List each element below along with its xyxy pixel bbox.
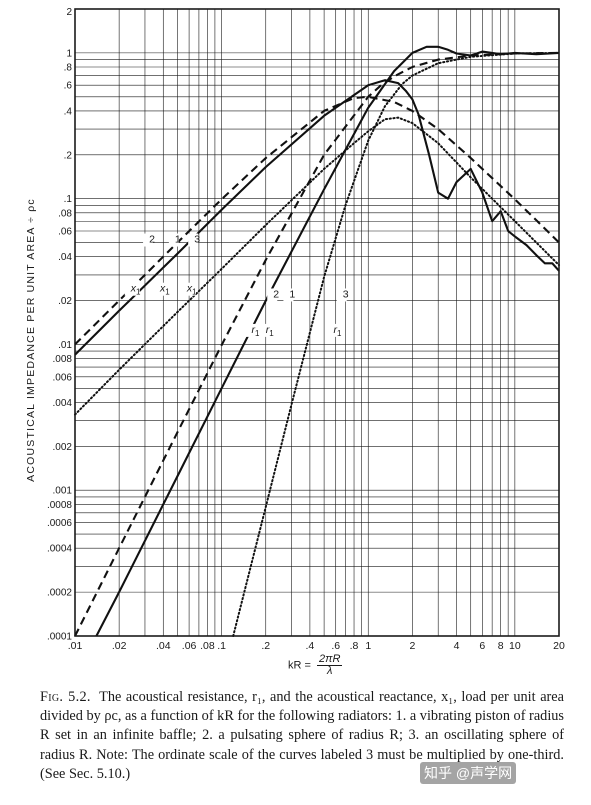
y-tick-label: .0006 — [47, 518, 72, 529]
y-tick-label: .2 — [64, 150, 73, 161]
annotation-background — [168, 233, 179, 247]
curve-annotation: 3 — [194, 234, 200, 246]
curve-annotation: x1 — [130, 283, 141, 297]
x-axis-label-denominator: λ — [327, 665, 333, 677]
y-tick-label: .04 — [58, 252, 72, 263]
y-tick-label: .0001 — [47, 632, 72, 643]
x-tick-label: .8 — [350, 640, 359, 652]
series-r1-curve-1 — [95, 45, 560, 637]
annotation-background — [143, 233, 154, 247]
y-tick-label: .08 — [58, 208, 72, 219]
y-tick-label: .008 — [53, 354, 73, 365]
x-tick-label: 1 — [365, 640, 371, 652]
series-x1-curve-3 — [74, 116, 560, 416]
figure-caption: Fig. 5.2. The acoustical resistance, r₁,… — [40, 688, 564, 784]
x-tick-label: .2 — [261, 640, 270, 652]
x-tick-label: .4 — [306, 640, 315, 652]
y-tick-label: .0008 — [47, 500, 72, 511]
x-tick-label: 4 — [454, 640, 460, 652]
series-x1-curve-2 — [74, 95, 560, 346]
annotation-background — [154, 282, 170, 296]
x-tick-label: .04 — [156, 640, 171, 652]
y-tick-label: .6 — [64, 81, 73, 92]
x-tick-label: 2 — [409, 640, 415, 652]
figure-caption-text: The acoustical resistance, r₁, and the a… — [40, 689, 564, 782]
curve-annotation: 1 — [175, 234, 181, 246]
annotation-background — [245, 323, 261, 337]
y-tick-label: .0004 — [47, 544, 72, 555]
series-r1-curve-3 — [232, 51, 560, 637]
annotation-background — [180, 282, 196, 296]
x-axis-label: kR = 2πR λ — [288, 653, 343, 677]
x-tick-label: .1 — [217, 640, 226, 652]
chart-curves — [74, 45, 560, 637]
x-tick-label: .06 — [182, 640, 197, 652]
annotation-background — [188, 233, 199, 247]
curve-annotation: x1 — [159, 283, 170, 297]
x-axis-label-fraction: 2πR λ — [317, 653, 343, 677]
series-x1-curve-1 — [74, 79, 560, 356]
chart-grid — [74, 8, 560, 637]
x-axis-label-numerator: 2πR — [317, 653, 343, 666]
figure-caption-label: Fig. 5.2. — [40, 689, 91, 705]
y-tick-label: .02 — [58, 296, 72, 307]
curve-annotation: 1 — [289, 288, 295, 300]
y-axis-label-box: ACOUSTICAL IMPEDANCE PER UNIT AREA ÷ ρc — [20, 160, 42, 520]
y-tick-label: 1 — [66, 48, 72, 59]
curve-annotation: x1 — [186, 283, 197, 297]
x-tick-label: 8 — [498, 640, 504, 652]
y-tick-label: .002 — [53, 442, 73, 453]
plot-frame — [74, 8, 560, 637]
annotation-background — [283, 288, 294, 302]
chart-tick-labels: .01.02.04.06.08.1.2.4.6.8 1 2 4 6 8 10 20.0001.… — [47, 7, 565, 652]
curve-annotation: r1 — [252, 324, 261, 338]
x-tick-label: 6 — [479, 640, 485, 652]
annotation-background — [327, 323, 343, 337]
y-tick-label: .06 — [58, 227, 72, 238]
y-tick-label: .01 — [58, 340, 72, 351]
annotation-background — [267, 288, 278, 302]
chart-annotations: 2 1 3x1 x1 x1 2 1 3r1 r1 r1 — [124, 233, 349, 338]
y-axis-label: ACOUSTICAL IMPEDANCE PER UNIT AREA ÷ ρc — [25, 198, 37, 482]
y-tick-label: .006 — [53, 372, 73, 383]
curve-annotation: 3 — [343, 288, 349, 300]
y-tick-label: 2 — [66, 7, 72, 18]
x-tick-label: 10 — [509, 640, 521, 652]
x-tick-label: .02 — [112, 640, 127, 652]
curve-annotation: 2 — [273, 288, 279, 300]
y-tick-label: .004 — [53, 398, 73, 409]
y-tick-label: .1 — [64, 194, 73, 205]
watermark: 知乎 @声学网 — [420, 762, 517, 784]
y-tick-label: .8 — [64, 63, 73, 74]
annotation-background — [336, 288, 347, 302]
annotation-background — [124, 282, 140, 296]
y-tick-label: .4 — [64, 106, 73, 117]
curve-annotation: r1 — [334, 324, 343, 338]
impedance-chart: .01.02.04.06.08.1.2.4.6.8 1 2 4 6 8 10 20.0001.… — [47, 7, 565, 652]
x-axis-label-lhs: kR = — [288, 659, 311, 672]
x-tick-label: 20 — [553, 640, 565, 652]
x-tick-label: .6 — [331, 640, 340, 652]
annotation-background — [259, 323, 275, 337]
x-tick-label: .08 — [200, 640, 215, 652]
y-tick-label: .0002 — [47, 588, 72, 599]
series-r1-curve-2 — [74, 51, 560, 637]
curve-annotation: 2 — [149, 234, 155, 246]
curve-annotation: r1 — [266, 324, 275, 338]
y-tick-label: .001 — [53, 486, 73, 497]
x-tick-label: .01 — [68, 640, 83, 652]
